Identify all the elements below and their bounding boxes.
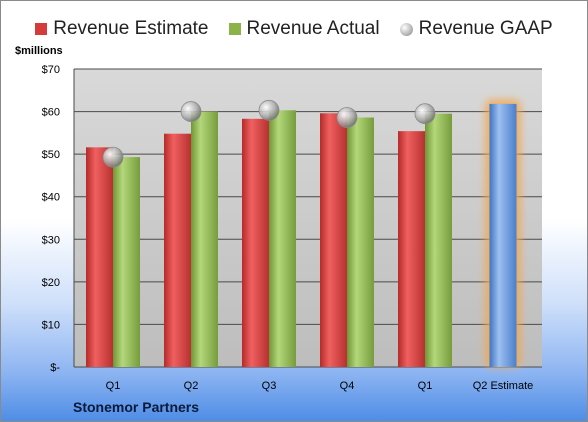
legend-label-gaap: Revenue GAAP bbox=[418, 18, 553, 39]
bar-revenue-actual bbox=[425, 113, 452, 367]
y-tick-label: $50 bbox=[42, 149, 60, 161]
legend-marker-gaap bbox=[399, 22, 413, 36]
chart-legend: Revenue Estimate Revenue Actual Revenue … bbox=[1, 15, 587, 43]
bar-q2-estimate bbox=[489, 103, 517, 367]
y-tick-label: $20 bbox=[42, 277, 60, 289]
bar-revenue-actual bbox=[347, 117, 374, 367]
point-revenue-gaap bbox=[180, 101, 202, 122]
x-tick-label: Q3 bbox=[262, 380, 277, 392]
bar-revenue-estimate bbox=[164, 133, 191, 367]
y-tick-label: $10 bbox=[42, 319, 60, 331]
legend-swatch-actual bbox=[228, 23, 241, 35]
y-tick-label: $30 bbox=[42, 234, 60, 246]
point-revenue-gaap bbox=[336, 107, 358, 128]
bar-revenue-actual bbox=[191, 111, 218, 367]
x-tick-label: Q1 bbox=[106, 380, 121, 392]
bar-revenue-estimate bbox=[320, 113, 347, 367]
bar-revenue-estimate bbox=[242, 118, 269, 368]
point-revenue-gaap bbox=[258, 99, 280, 121]
legend-item-gaap: Revenue GAAP bbox=[399, 18, 553, 40]
bar-revenue-actual bbox=[113, 157, 140, 367]
x-tick-label: Q4 bbox=[340, 380, 355, 392]
point-revenue-gaap bbox=[414, 103, 436, 125]
legend-label-estimate: Revenue Estimate bbox=[53, 18, 209, 39]
legend-item-estimate: Revenue Estimate bbox=[35, 18, 209, 40]
legend-item-actual: Revenue Actual bbox=[228, 18, 380, 40]
bar-revenue-estimate bbox=[86, 147, 113, 367]
y-tick-label: $60 bbox=[42, 107, 60, 119]
y-axis-unit-label: $millions bbox=[15, 45, 63, 57]
x-tick-label: Q1 bbox=[418, 380, 433, 392]
y-tick-label: $40 bbox=[42, 192, 60, 204]
x-tick-label: Q2 bbox=[184, 380, 199, 392]
legend-label-actual: Revenue Actual bbox=[246, 18, 380, 39]
legend-swatch-estimate bbox=[35, 23, 48, 35]
y-tick-label: $70 bbox=[42, 64, 60, 76]
company-name: Stonemor Partners bbox=[73, 399, 200, 415]
y-tick-label: $- bbox=[50, 362, 60, 374]
x-tick-label: Q2 Estimate bbox=[473, 380, 534, 392]
bar-revenue-estimate bbox=[398, 131, 425, 367]
point-revenue-gaap bbox=[102, 146, 124, 168]
plot-area bbox=[74, 69, 542, 367]
bar-revenue-actual bbox=[269, 110, 296, 368]
